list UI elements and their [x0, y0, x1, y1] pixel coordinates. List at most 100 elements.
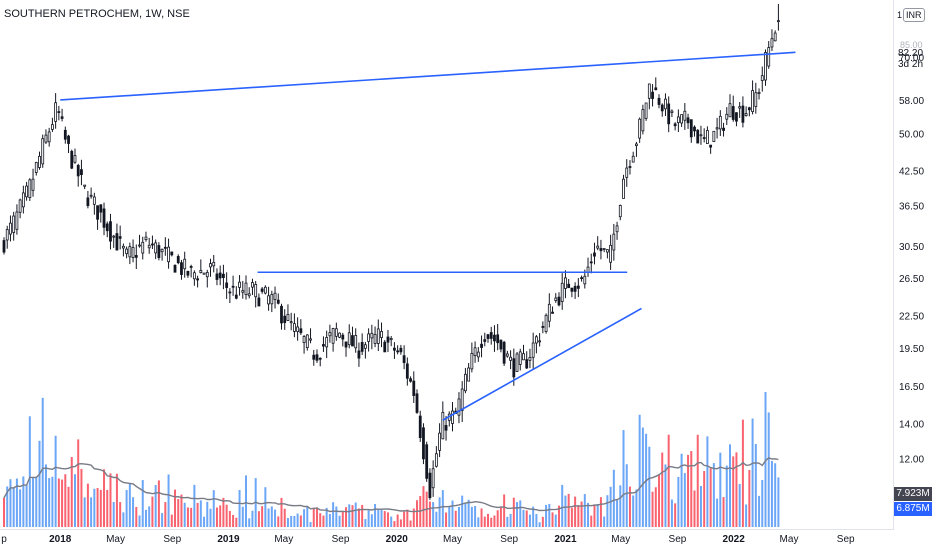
volume-bar: [664, 464, 667, 527]
volume-bar: [454, 510, 457, 527]
x-tick-label: May: [106, 534, 125, 545]
volume-bar: [222, 497, 225, 527]
last-price-label: 82.20: [898, 48, 924, 59]
volume-bar: [364, 519, 367, 527]
volume-bar: [677, 476, 680, 527]
candle-body: [518, 351, 522, 365]
volume-bar: [735, 452, 738, 527]
x-tick-label: May: [780, 534, 799, 545]
candle-body: [764, 52, 767, 81]
candle-body: [157, 245, 161, 258]
candle-body: [754, 92, 758, 107]
volume-bar: [648, 446, 651, 527]
volume-bar: [341, 511, 344, 527]
candle-body: [647, 83, 651, 99]
volume-bar: [557, 505, 560, 527]
candle-body: [328, 332, 332, 337]
volume-bar: [393, 521, 396, 527]
volume-ma-line: [3, 456, 779, 513]
candle-body: [428, 472, 432, 498]
candle-body: [573, 285, 577, 292]
candle-body: [186, 270, 190, 276]
volume-bar: [761, 480, 764, 527]
candle-body: [183, 258, 187, 270]
candle-body: [270, 294, 274, 305]
x-tick-label: Sep: [332, 534, 350, 545]
candle-body: [599, 248, 603, 252]
volume-bar: [590, 515, 593, 527]
volume-bar: [96, 487, 99, 527]
candle-body: [615, 225, 619, 233]
candle-body: [73, 155, 77, 163]
volume-bar: [554, 514, 557, 527]
candle-body: [434, 453, 438, 467]
candle-body: [760, 75, 764, 81]
volume-bar: [509, 513, 512, 527]
y-tick-label: 14.00: [899, 419, 924, 430]
volume-bar: [696, 434, 699, 527]
trend-layer[interactable]: [60, 51, 796, 421]
candle-body: [92, 196, 96, 205]
candle-body: [554, 297, 558, 301]
volume-bar: [319, 513, 322, 527]
volume-bar: [48, 478, 51, 527]
volume-bar: [545, 504, 548, 527]
volume-bar: [354, 502, 357, 527]
candle-body: [512, 358, 516, 378]
volume-bar: [674, 503, 677, 527]
y-tick-label: 22.50: [899, 311, 924, 322]
volume-bar: [115, 473, 118, 527]
candle-body: [228, 291, 232, 294]
candle-body: [689, 119, 693, 138]
candle-body: [109, 221, 112, 242]
candle-body: [502, 341, 506, 364]
volume-bar: [212, 490, 215, 527]
x-tick-label: Sep: [837, 534, 855, 545]
candle-body: [83, 184, 87, 187]
volume-bar: [457, 506, 460, 527]
volume-bar: [474, 506, 477, 527]
volume-bar: [293, 515, 296, 527]
volume-bar: [103, 469, 106, 527]
candle-body: [160, 248, 164, 253]
candle-body: [238, 281, 241, 288]
candle-body: [170, 251, 174, 256]
candle-body: [667, 103, 671, 125]
volume-bar: [335, 506, 338, 527]
candle-body: [86, 197, 90, 207]
volume-bar: [438, 497, 441, 527]
volume-bar: [164, 502, 167, 527]
trendline: [442, 307, 642, 421]
candle-body: [457, 398, 461, 416]
volume-bar: [561, 484, 564, 527]
candle-body: [480, 343, 483, 348]
candle-body: [325, 337, 329, 348]
volume-bar: [180, 494, 183, 527]
volume-bar: [328, 513, 331, 527]
candle-body: [576, 285, 580, 289]
volume-bar: [267, 508, 270, 527]
candle-body: [283, 315, 287, 324]
candle-body: [476, 351, 480, 358]
volume-bar: [67, 486, 70, 527]
candle-body: [618, 205, 622, 218]
candle-body: [628, 166, 632, 168]
volume-bar: [315, 507, 318, 527]
volume-bar: [219, 505, 222, 527]
candle-body: [483, 339, 487, 342]
volume-bar: [593, 504, 596, 527]
candle-body: [757, 91, 761, 94]
volume-bar: [519, 500, 522, 527]
candle-body: [706, 130, 709, 144]
volume-bar: [345, 507, 348, 527]
candle-body: [741, 105, 745, 123]
x-tick-label: Sep: [500, 534, 518, 545]
x-tick-label: 2021: [554, 534, 577, 545]
candle-body: [373, 334, 377, 344]
currency-button[interactable]: INR: [903, 8, 925, 22]
candle-body: [334, 328, 338, 337]
candle-body: [128, 246, 132, 258]
candle-body: [722, 127, 725, 131]
